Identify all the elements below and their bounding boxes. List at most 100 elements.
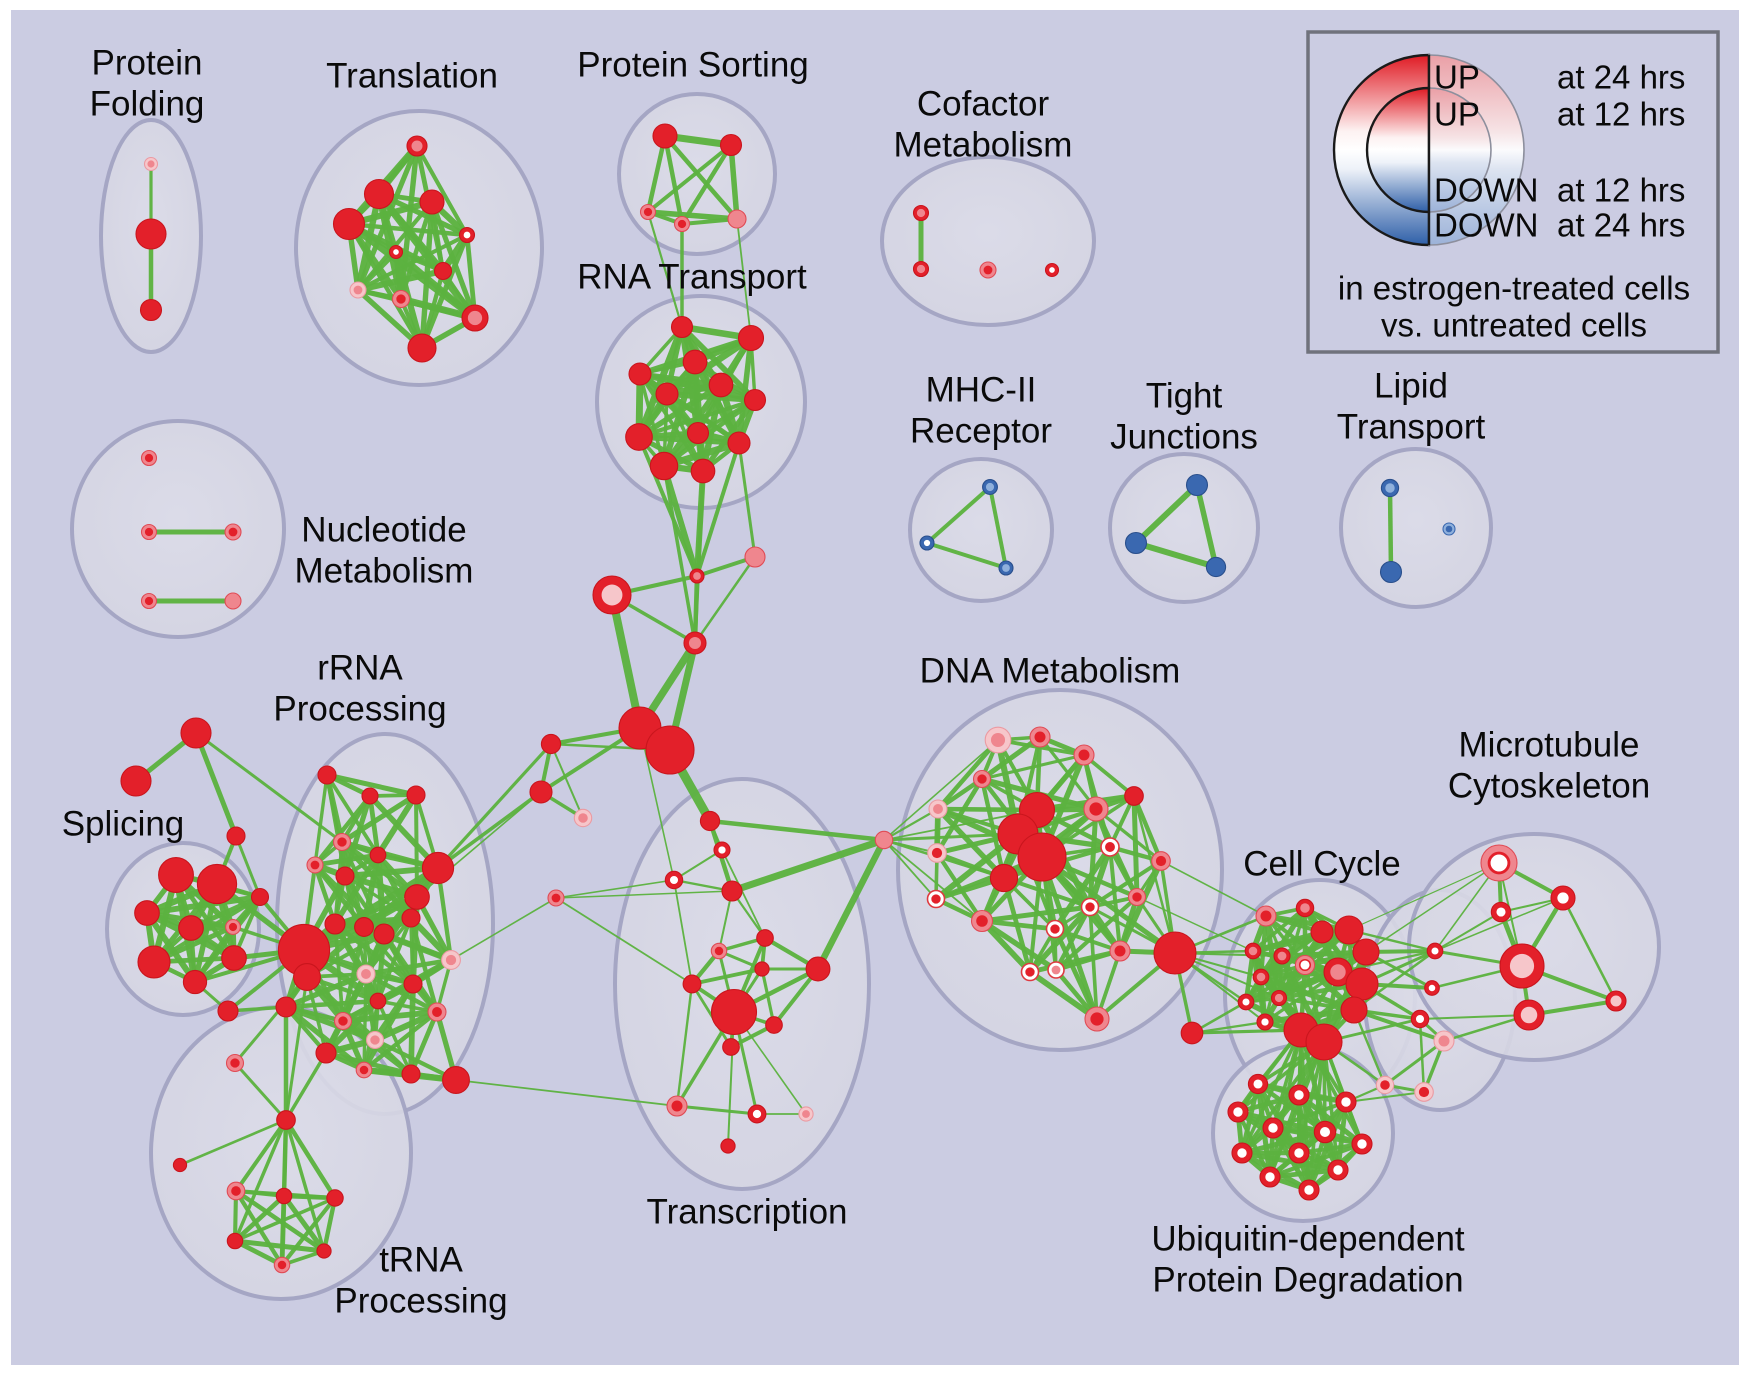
- cluster-label-cell-cycle: Cell Cycle: [1243, 845, 1401, 884]
- node-outer-24hr: [727, 431, 751, 455]
- node: [134, 900, 160, 926]
- cluster-bubble-tight-junctions: [1108, 452, 1260, 604]
- edge: [146, 894, 261, 916]
- node: [421, 851, 455, 885]
- node: [1083, 796, 1109, 822]
- node: [798, 1106, 814, 1122]
- node: [1237, 993, 1255, 1011]
- node: [1288, 1142, 1310, 1164]
- node: [1414, 1082, 1434, 1102]
- node-inner-12hr: [671, 1100, 683, 1112]
- node: [670, 315, 694, 339]
- edge: [883, 839, 937, 900]
- edge: [1365, 862, 1500, 953]
- node: [1352, 938, 1380, 966]
- node: [1375, 1075, 1395, 1095]
- edge: [313, 774, 329, 866]
- node-outer-24hr: [139, 298, 163, 322]
- node: [998, 560, 1014, 576]
- edge: [464, 234, 478, 319]
- edge: [1135, 540, 1217, 570]
- node-inner-12hr: [230, 1058, 240, 1068]
- node: [224, 592, 242, 610]
- edge: [721, 849, 766, 939]
- node: [673, 215, 691, 233]
- legend-time-label: at 12 hrs: [1557, 96, 1685, 133]
- node: [180, 717, 212, 749]
- edge: [193, 895, 262, 984]
- node-outer-24hr: [1124, 786, 1144, 806]
- edge: [883, 808, 939, 841]
- node-inner-12hr: [337, 837, 347, 847]
- node: [391, 289, 411, 309]
- edge: [981, 753, 1085, 781]
- node-inner-12hr: [1487, 851, 1511, 875]
- node: [1029, 726, 1051, 748]
- node: [645, 725, 695, 775]
- node-inner-12hr: [1050, 924, 1060, 934]
- node-outer-24hr: [134, 900, 160, 926]
- edge: [234, 1196, 336, 1243]
- node-outer-24hr: [874, 830, 894, 850]
- edge: [647, 209, 738, 222]
- node-outer-24hr: [401, 908, 421, 928]
- edge: [663, 134, 739, 221]
- node-outer-24hr: [1017, 832, 1067, 882]
- node-inner-12hr: [1380, 1080, 1390, 1090]
- node: [1084, 1006, 1110, 1032]
- node-outer-24hr: [332, 207, 366, 241]
- edge: [1087, 808, 1099, 908]
- edge: [436, 790, 543, 870]
- node: [226, 1181, 246, 1201]
- edge: [638, 397, 756, 440]
- edge: [279, 1195, 287, 1266]
- node-outer-24hr: [401, 1064, 421, 1084]
- node-inner-12hr: [144, 596, 154, 606]
- node-inner-12hr: [1438, 1035, 1450, 1047]
- node-inner-12hr: [990, 732, 1006, 748]
- legend-caption: vs. untreated cells: [1381, 307, 1647, 344]
- cluster-label-mhc-ii-receptor: MHC-II: [926, 371, 1037, 410]
- node: [628, 362, 652, 386]
- node-inner-12hr: [1385, 483, 1395, 493]
- node: [919, 535, 935, 551]
- node-inner-12hr: [467, 310, 483, 326]
- edge: [455, 1079, 678, 1107]
- node: [1345, 967, 1379, 1001]
- edge: [1348, 928, 1436, 953]
- node: [401, 1064, 421, 1084]
- cluster-label-tight-junctions: Tight: [1146, 377, 1223, 416]
- edge: [635, 325, 686, 439]
- edge: [980, 734, 1042, 782]
- node-outer-24hr: [324, 913, 346, 935]
- node-outer-24hr: [421, 851, 455, 885]
- edge: [935, 851, 984, 923]
- edge: [1094, 807, 1163, 863]
- node-outer-24hr: [315, 1042, 337, 1064]
- edge: [280, 1196, 337, 1267]
- edge: [233, 1194, 286, 1243]
- node: [403, 974, 423, 994]
- node-inner-12hr: [1089, 802, 1103, 816]
- node-outer-24hr: [135, 218, 167, 250]
- node-inner-12hr: [396, 294, 406, 304]
- edge: [233, 1238, 284, 1268]
- node-inner-12hr: [714, 946, 724, 956]
- node: [926, 889, 946, 909]
- node: [874, 830, 894, 850]
- node: [1426, 942, 1444, 960]
- node-inner-12hr: [916, 264, 926, 274]
- edge: [662, 465, 697, 644]
- node-inner-12hr: [1494, 905, 1508, 919]
- node-inner-12hr: [1047, 265, 1057, 275]
- edge: [700, 398, 758, 473]
- node: [1550, 885, 1576, 911]
- node: [178, 915, 204, 941]
- node: [1073, 744, 1095, 766]
- node-inner-12hr: [1263, 1170, 1277, 1184]
- edge: [234, 1189, 284, 1267]
- node-inner-12hr: [1260, 910, 1272, 922]
- node-outer-24hr: [326, 1189, 344, 1207]
- node: [666, 1095, 688, 1117]
- edge: [1052, 927, 1100, 1021]
